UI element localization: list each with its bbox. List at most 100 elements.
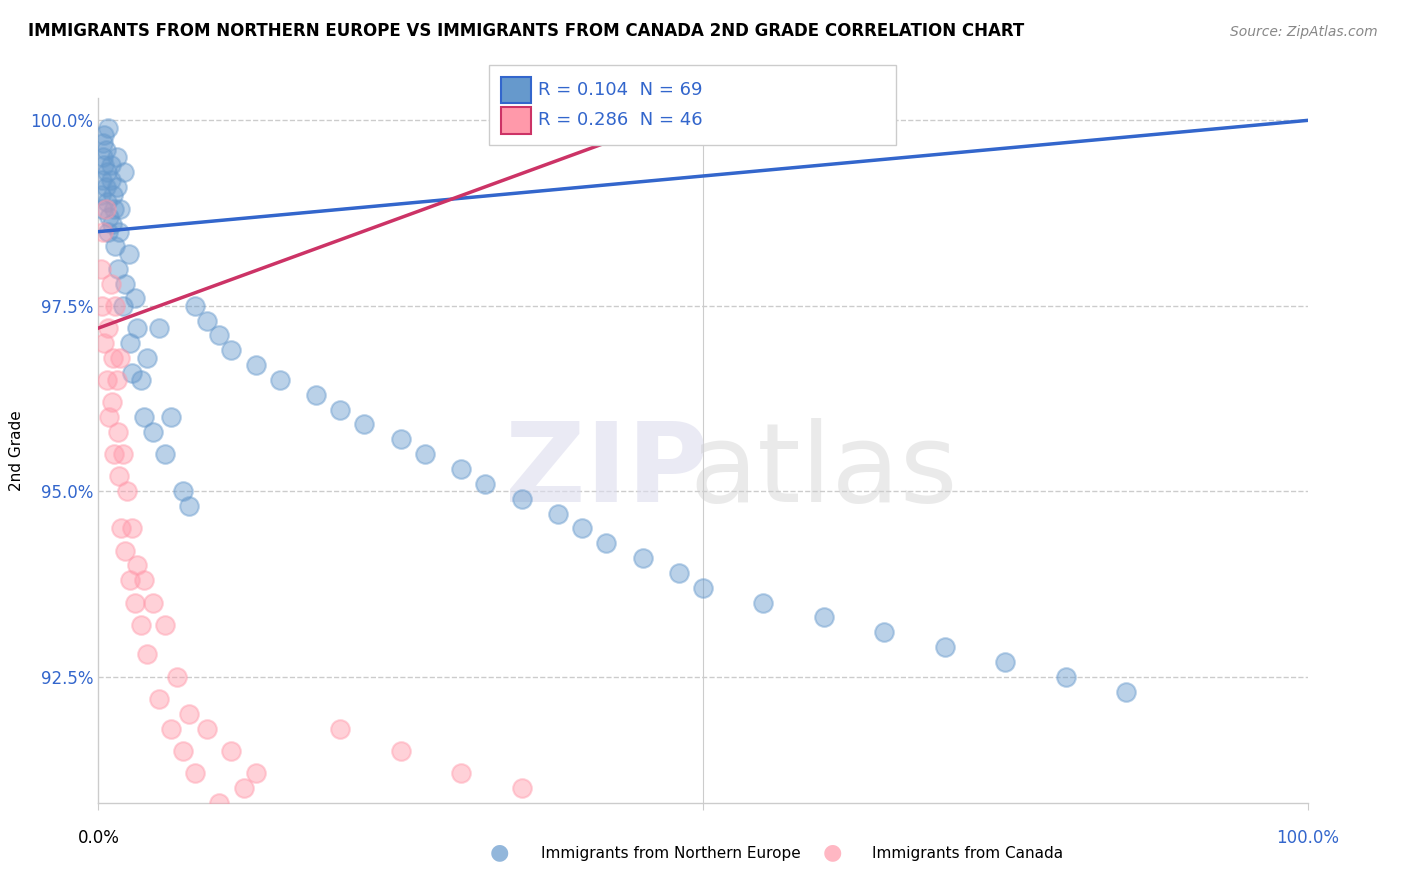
Point: [129, 373, 152, 387]
Text: IMMIGRANTS FROM NORTHERN EUROPE VS IMMIGRANTS FROM CANADA 2ND GRADE CORRELATION : IMMIGRANTS FROM NORTHERN EUROPE VS IMMIG…: [28, 21, 1025, 39]
Point: [142, 595, 165, 609]
Point: [124, 595, 146, 609]
Point: [112, 165, 135, 179]
Point: [329, 722, 352, 736]
Point: [91, 299, 114, 313]
Point: [121, 521, 143, 535]
Point: [305, 388, 328, 402]
Point: [353, 417, 375, 432]
Point: [105, 151, 128, 165]
Point: [160, 410, 183, 425]
Point: [94, 180, 117, 194]
Point: [98, 410, 121, 425]
Point: [135, 648, 157, 662]
Text: ●: ●: [489, 842, 509, 862]
Point: [450, 766, 472, 780]
Point: [208, 328, 231, 343]
Text: R = 0.286  N = 46: R = 0.286 N = 46: [538, 112, 703, 129]
Point: [103, 202, 125, 217]
Point: [100, 172, 122, 186]
Text: ●: ●: [823, 842, 842, 862]
Point: [111, 447, 134, 461]
Point: [108, 351, 131, 365]
Point: [114, 277, 136, 291]
Point: [121, 366, 143, 380]
Point: [91, 136, 114, 150]
Point: [153, 447, 176, 461]
Point: [100, 217, 122, 231]
Point: [93, 128, 115, 143]
Point: [94, 143, 117, 157]
Point: [269, 373, 291, 387]
Point: [108, 202, 131, 217]
Text: Source: ZipAtlas.com: Source: ZipAtlas.com: [1230, 25, 1378, 38]
Point: [413, 447, 436, 461]
Point: [510, 780, 533, 795]
Point: [195, 722, 218, 736]
Point: [450, 462, 472, 476]
Text: atlas: atlas: [690, 418, 957, 525]
Point: [752, 595, 775, 609]
Point: [100, 158, 122, 172]
Point: [389, 433, 412, 447]
Point: [1054, 670, 1077, 684]
Text: R = 0.104  N = 69: R = 0.104 N = 69: [538, 81, 703, 99]
Point: [668, 566, 690, 580]
Point: [118, 247, 141, 261]
Point: [813, 610, 835, 624]
Point: [103, 447, 125, 461]
Point: [184, 766, 207, 780]
Point: [111, 299, 134, 313]
Point: [184, 299, 207, 313]
Point: [101, 351, 124, 365]
Point: [91, 202, 114, 217]
Point: [97, 120, 120, 135]
Point: [135, 351, 157, 365]
Point: [329, 402, 352, 417]
Text: Immigrants from Northern Europe: Immigrants from Northern Europe: [541, 847, 801, 861]
Point: [232, 780, 254, 795]
Point: [179, 706, 201, 721]
Point: [195, 313, 218, 327]
Point: [93, 158, 115, 172]
Point: [134, 410, 156, 425]
Point: [160, 722, 183, 736]
Point: [595, 536, 617, 550]
Point: [114, 543, 136, 558]
Point: [90, 187, 112, 202]
Point: [1115, 684, 1137, 698]
Point: [142, 425, 165, 439]
Point: [118, 574, 141, 588]
Point: [96, 194, 118, 209]
Point: [127, 321, 149, 335]
Point: [118, 335, 141, 350]
Point: [134, 574, 156, 588]
Point: [245, 358, 267, 372]
Point: [104, 299, 127, 313]
Point: [98, 210, 121, 224]
Point: [107, 425, 129, 439]
Point: [108, 469, 131, 483]
Point: [91, 225, 114, 239]
Point: [994, 655, 1017, 669]
Point: [105, 180, 128, 194]
Point: [117, 484, 139, 499]
Point: [172, 484, 194, 499]
Point: [166, 670, 188, 684]
Text: 100.0%: 100.0%: [1277, 829, 1339, 847]
Point: [90, 261, 112, 276]
Point: [692, 581, 714, 595]
Point: [91, 151, 114, 165]
Point: [221, 744, 243, 758]
Point: [97, 225, 120, 239]
Point: [148, 692, 170, 706]
Point: [93, 335, 115, 350]
Point: [631, 551, 654, 566]
Point: [100, 277, 122, 291]
Point: [101, 187, 124, 202]
Point: [108, 225, 131, 239]
Point: [474, 476, 496, 491]
Point: [97, 321, 120, 335]
Point: [129, 617, 152, 632]
Point: [96, 165, 118, 179]
